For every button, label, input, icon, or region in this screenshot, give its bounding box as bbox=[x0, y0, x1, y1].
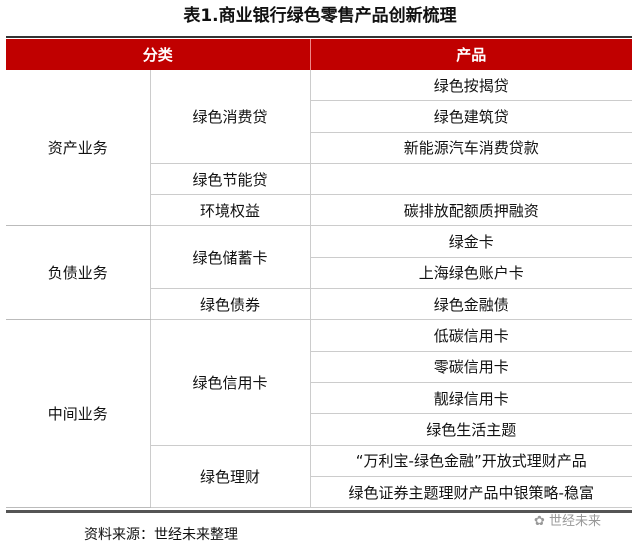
product-cell: 靓绿信用卡 bbox=[309, 382, 632, 415]
table-row: 绿色债券 绿色金融债 bbox=[6, 288, 632, 321]
top-rule bbox=[6, 36, 632, 38]
table-row: 靓绿信用卡 bbox=[6, 382, 632, 415]
table-row: 新能源汽车消费贷款 bbox=[6, 132, 632, 164]
subcategory-cell: 绿色信用卡 bbox=[149, 319, 311, 446]
header-product: 产品 bbox=[309, 39, 632, 70]
product-cell: 绿色金融债 bbox=[309, 288, 632, 321]
subcategory-cell: 绿色储蓄卡 bbox=[149, 225, 311, 290]
watermark-text: 世经未来 bbox=[549, 514, 602, 529]
product-cell bbox=[309, 163, 632, 196]
subcategory-cell: 绿色节能贷 bbox=[149, 163, 311, 196]
category-cell: 资产业务 bbox=[6, 70, 150, 227]
product-cell: “万利宝-绿色金融”开放式理财产品 bbox=[309, 445, 632, 477]
product-cell: 绿色证券主题理财产品中银策略-稳富 bbox=[309, 476, 632, 509]
table-row: 绿色节能贷 bbox=[6, 163, 632, 196]
subcategory-cell: 绿色理财 bbox=[149, 445, 311, 509]
table-row: 绿色证券主题理财产品中银策略-稳富 bbox=[6, 476, 632, 509]
table-title: 表1.商业银行绿色零售产品创新梳理 bbox=[183, 6, 457, 26]
product-cell: 上海绿色账户卡 bbox=[309, 257, 632, 290]
table-row: 负债业务 绿色储蓄卡 绿金卡 bbox=[6, 225, 632, 321]
subcategory-cell: 环境权益 bbox=[149, 194, 311, 227]
subcategory-cell: 绿色债券 bbox=[149, 288, 311, 321]
table-row: 上海绿色账户卡 bbox=[6, 257, 632, 290]
product-cell: 碳排放配额质押融资 bbox=[309, 194, 632, 227]
product-cell: 零碳信用卡 bbox=[309, 351, 632, 383]
product-cell: 绿色生活主题 bbox=[309, 413, 632, 446]
header-category: 分类 bbox=[6, 39, 311, 70]
product-cell: 绿色按揭贷 bbox=[309, 70, 632, 102]
table-row: 资产业务 绿色消费贷 绿色按揭贷 bbox=[6, 70, 632, 227]
product-cell: 低碳信用卡 bbox=[309, 319, 632, 352]
table-row: 环境权益 碳排放配额质押融资 bbox=[6, 194, 632, 227]
category-cell: 中间业务 bbox=[6, 319, 150, 509]
category-cell: 负债业务 bbox=[6, 225, 150, 321]
product-cell: 绿金卡 bbox=[309, 225, 632, 258]
wechat-icon: ✿ bbox=[534, 514, 550, 529]
source-note: 资料来源：世经未来整理 bbox=[84, 527, 238, 543]
table-row: 绿色生活主题 bbox=[6, 413, 632, 446]
table-row: 零碳信用卡 bbox=[6, 351, 632, 383]
table-row: 绿色建筑贷 bbox=[6, 100, 632, 133]
product-cell: 绿色建筑贷 bbox=[309, 100, 632, 133]
watermark: ✿ 世经未来 bbox=[534, 510, 601, 529]
product-cell: 新能源汽车消费贷款 bbox=[309, 132, 632, 164]
header-row: 分类 产品 bbox=[6, 39, 632, 70]
table-row: 中间业务 绿色信用卡 低碳信用卡 bbox=[6, 319, 632, 509]
bottom-rule bbox=[6, 510, 632, 513]
subcategory-cell: 绿色消费贷 bbox=[149, 70, 311, 164]
table-row: 绿色理财 “万利宝-绿色金融”开放式理财产品 bbox=[6, 445, 632, 509]
product-table: 分类 产品 资产业务 绿色消费贷 绿色按揭贷 绿色建筑贷 新能源汽车消费贷款 绿色节能贷环… bbox=[6, 39, 632, 509]
